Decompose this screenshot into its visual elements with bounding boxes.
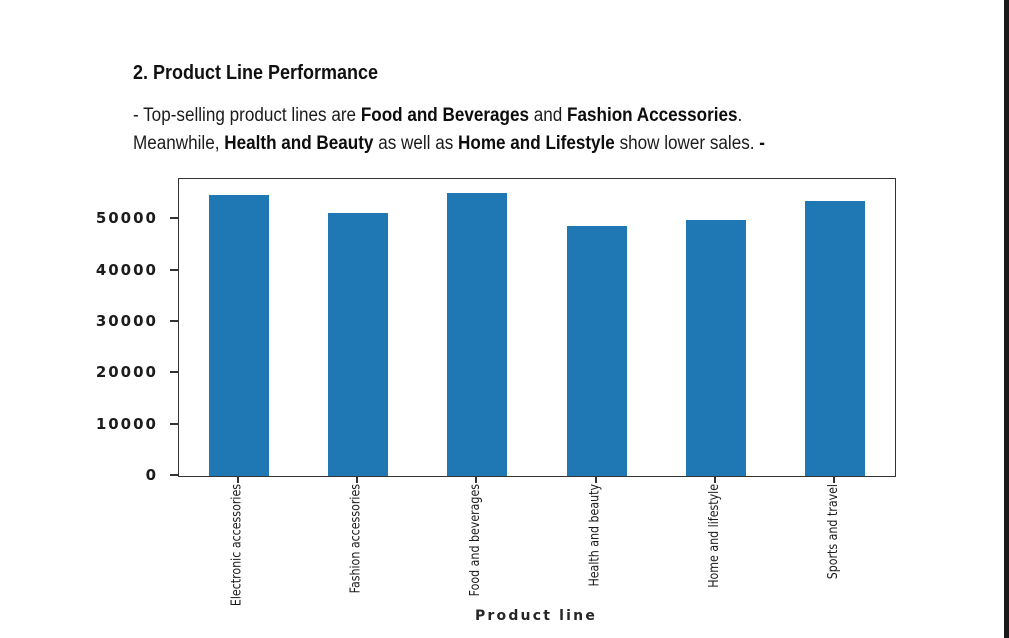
x-tick-mark — [475, 477, 478, 483]
paragraph-line: Meanwhile, Health and Beauty as well as … — [133, 133, 765, 154]
x-tick-label: Home and lifestyle — [707, 484, 722, 588]
section-heading: 2. Product Line Performance — [133, 62, 379, 84]
x-tick-mark — [236, 477, 239, 483]
y-tick-mark — [170, 217, 178, 220]
y-tick-label: 50000 — [95, 209, 158, 228]
x-tick-label: Electronic accessories — [229, 484, 245, 607]
x-axis-title: Product line — [474, 608, 598, 624]
x-tick-mark — [714, 477, 716, 483]
y-tick-mark — [170, 319, 178, 322]
y-tick-label: 10000 — [95, 414, 158, 433]
paragraph-line: - Top-selling product lines are Food and… — [133, 105, 743, 126]
x-tick-label: Health and beauty — [587, 484, 603, 587]
bar — [447, 193, 508, 476]
bar-chart: Product line 0 10000 20000 30000 40000 50000 E… — [90, 170, 910, 635]
bar — [686, 219, 746, 476]
plot-area — [178, 178, 896, 477]
bar — [208, 194, 269, 476]
y-tick-label: 30000 — [95, 311, 158, 330]
y-tick-label: 40000 — [95, 260, 158, 279]
y-tick-mark — [170, 474, 178, 476]
x-tick-label: Fashion accessories — [349, 484, 364, 594]
window-edge-bar — [1004, 0, 1009, 638]
x-tick-mark — [833, 477, 836, 483]
x-tick-label: Food and beverages — [468, 484, 484, 597]
x-tick-label: Sports and travel — [826, 484, 842, 580]
y-tick-mark — [170, 268, 178, 271]
y-tick-label: 0 — [145, 466, 158, 484]
bar — [328, 213, 388, 476]
x-tick-mark — [594, 477, 597, 483]
y-tick-mark — [170, 422, 178, 425]
bar — [805, 200, 866, 476]
x-tick-mark — [356, 477, 358, 483]
bar — [566, 226, 627, 476]
summary-paragraph: - Top-selling product lines are Food and… — [133, 102, 765, 158]
y-tick-mark — [170, 371, 178, 374]
y-tick-label: 20000 — [95, 363, 158, 382]
